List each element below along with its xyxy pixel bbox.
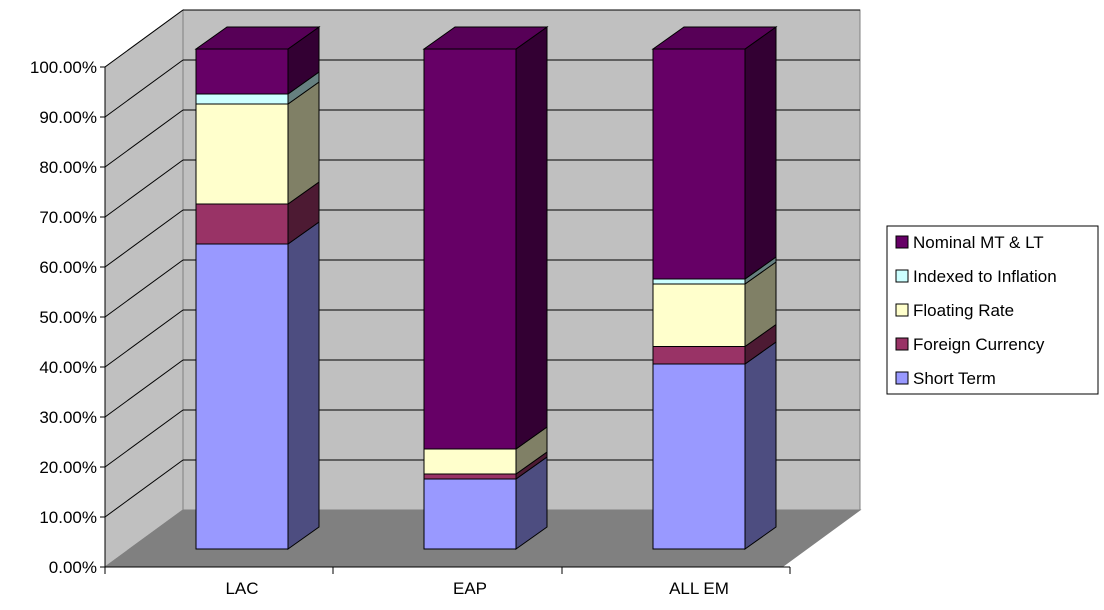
gridline-side — [104, 259, 184, 318]
y-tick-label: 80.00% — [39, 158, 97, 177]
bar-segment-EAP-Nominal MT & LT — [423, 48, 517, 450]
legend-swatch — [895, 371, 909, 385]
y-tick-label: 10.00% — [39, 508, 97, 527]
x-tick-label: LAC — [225, 579, 258, 598]
gridline-side — [104, 209, 184, 268]
bar-segment-LAC-Foreign Currency — [195, 203, 289, 245]
y-tick-label: 90.00% — [39, 108, 97, 127]
bar-top-ALL EM — [651, 26, 778, 50]
y-tick-label: 30.00% — [39, 408, 97, 427]
y-tick-label: 20.00% — [39, 458, 97, 477]
x-tick-label: EAP — [453, 579, 487, 598]
bars — [194, 26, 778, 550]
bar-side-LAC-Short Term — [287, 221, 320, 550]
bar-side-ALL EM-Nominal MT & LT — [744, 26, 777, 280]
bar-segment-ALL EM-Short Term — [652, 363, 746, 550]
y-tick-label: 100.00% — [30, 58, 97, 77]
y-axis-ticks: 0.00% 10.00% 20.00% 30.00% 40.00% 50.00% 60.00… — [30, 58, 105, 577]
x-tick-label: ALL EM — [669, 579, 729, 598]
y-tick-label: 0.00% — [49, 558, 97, 577]
y-tick-label: 60.00% — [39, 258, 97, 277]
gridline-side — [104, 109, 184, 168]
bar-segment-ALL EM-Foreign Currency — [652, 346, 746, 365]
y-tick-label: 50.00% — [39, 308, 97, 327]
bar-segment-ALL EM-Nominal MT & LT — [652, 48, 746, 280]
legend-label: Short Term — [913, 369, 996, 388]
gridline-side — [104, 159, 184, 218]
gridline-side — [104, 409, 184, 468]
legend-swatch — [895, 235, 909, 249]
legend-swatch — [895, 269, 909, 283]
bar-segment-LAC-Nominal MT & LT — [195, 48, 289, 95]
bar-top-EAP — [422, 26, 549, 50]
bar-segment-ALL EM-Indexed to Inflation — [652, 278, 746, 285]
bar-segment-EAP-Floating Rate — [423, 448, 517, 475]
gridline-side — [104, 9, 184, 68]
legend-label: Nominal MT & LT — [913, 233, 1044, 252]
bar-side-ALL EM-Short Term — [744, 341, 777, 550]
legend-swatch — [895, 303, 909, 317]
gridline-side — [104, 59, 184, 118]
gridline-side — [104, 309, 184, 368]
y-tick-label: 40.00% — [39, 358, 97, 377]
bar-segment-EAP-Foreign Currency — [423, 473, 517, 480]
gridline-side — [104, 459, 184, 518]
legend-box — [886, 225, 1099, 395]
bar-side-EAP-Nominal MT & LT — [515, 26, 548, 450]
bar-segment-LAC-Floating Rate — [195, 103, 289, 205]
legend-label: Floating Rate — [913, 301, 1014, 320]
bar-segment-LAC-Indexed to Inflation — [195, 93, 289, 105]
legend: Nominal MT & LT Indexed to Inflation Float… — [886, 225, 1099, 395]
bar-segment-ALL EM-Floating Rate — [652, 283, 746, 347]
bar-segment-LAC-Short Term — [195, 243, 289, 550]
bar-segment-EAP-Short Term — [423, 478, 517, 550]
legend-label: Indexed to Inflation — [913, 267, 1057, 286]
gridline-side — [104, 359, 184, 418]
legend-swatch — [895, 337, 909, 351]
legend-label: Foreign Currency — [913, 335, 1045, 354]
y-tick-label: 70.00% — [39, 208, 97, 227]
x-axis-labels: LAC EAP ALL EM — [104, 567, 791, 598]
bar-top-LAC — [194, 26, 321, 50]
